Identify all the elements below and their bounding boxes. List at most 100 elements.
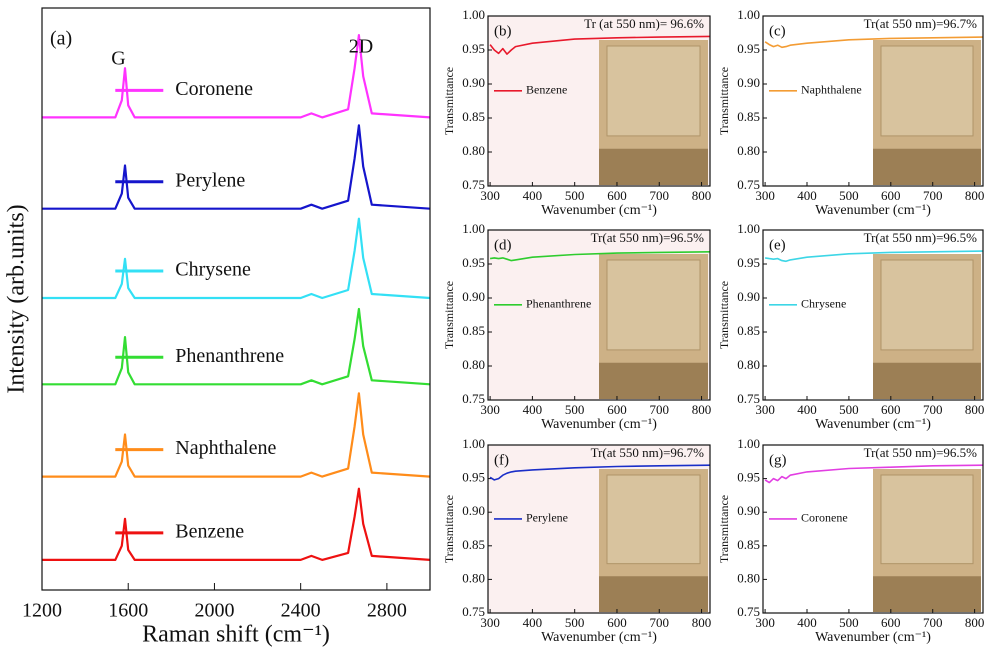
x-axis-label: Wavenumber (cm⁻¹) — [541, 630, 657, 645]
y-tick-label: 0.75 — [737, 391, 760, 406]
x-tick-label: 600 — [607, 188, 627, 203]
legend-label: Phenanthrene — [526, 297, 591, 311]
y-axis-label: Intensity (arb.units) — [4, 204, 30, 393]
x-axis-label: Wavenumber (cm⁻¹) — [815, 203, 931, 218]
legend-label: Naphthalene — [175, 437, 276, 459]
annotation: G — [111, 48, 125, 70]
series-line — [42, 393, 430, 476]
x-tick-label: 400 — [797, 188, 817, 203]
photo-film — [881, 46, 973, 136]
y-tick-label: 0.85 — [462, 109, 485, 124]
x-tick-label: 800 — [692, 402, 712, 417]
y-tick-label: 1.00 — [462, 221, 485, 236]
photo-film — [607, 46, 700, 136]
x-tick-label: 400 — [523, 615, 543, 630]
y-tick-label: 0.75 — [462, 391, 485, 406]
y-tick-label: 0.95 — [462, 470, 485, 485]
y-tick-label: 0.80 — [737, 357, 760, 372]
y-tick-label: 0.85 — [737, 323, 760, 338]
panel-label: (a) — [50, 28, 72, 50]
x-tick-label: 600 — [881, 615, 901, 630]
x-tick-label: 600 — [881, 402, 901, 417]
y-tick-label: 0.80 — [462, 357, 485, 372]
y-tick-label: 0.90 — [462, 289, 485, 304]
annotation: Tr (at 550 nm)= 96.6% — [584, 16, 704, 31]
legend-label: Coronene — [801, 511, 848, 525]
y-tick-label: 0.85 — [737, 537, 760, 552]
x-tick-label: 500 — [839, 402, 859, 417]
y-tick-label: 0.80 — [462, 143, 485, 158]
y-tick-label: 0.95 — [737, 255, 760, 270]
legend-label: Naphthalene — [801, 83, 862, 97]
y-tick-label: 1.00 — [737, 221, 760, 236]
x-tick-label: 500 — [565, 402, 585, 417]
y-axis-label: Transmittance — [442, 495, 456, 563]
y-axis-label: Transmittance — [442, 67, 456, 135]
x-tick-label: 600 — [607, 402, 627, 417]
y-tick-label: 0.80 — [462, 570, 485, 585]
y-tick-label: 0.75 — [462, 604, 485, 619]
panel-label: (e) — [769, 237, 786, 253]
legend-label: Chrysene — [175, 259, 251, 281]
panel-label: (f) — [494, 452, 509, 468]
y-tick-label: 1.00 — [737, 7, 760, 22]
annotation: Tr(at 550 nm)=96.7% — [864, 16, 978, 31]
photo-ruler — [873, 149, 981, 185]
x-tick-label: 700 — [923, 615, 943, 630]
annotation: Tr(at 550 nm)=96.5% — [864, 230, 978, 245]
photo-film — [881, 260, 973, 350]
legend-label: Benzene — [526, 83, 567, 97]
y-tick-label: 0.85 — [737, 109, 760, 124]
x-axis-label: Wavenumber (cm⁻¹) — [815, 417, 931, 432]
x-tick-label: 800 — [965, 402, 985, 417]
x-tick-label: 800 — [965, 188, 985, 203]
annotation: Tr(at 550 nm)=96.7% — [591, 445, 705, 460]
panel-label: (d) — [494, 237, 512, 253]
x-tick-label: 800 — [965, 615, 985, 630]
x-tick-label: 400 — [797, 615, 817, 630]
annotation: 2D — [349, 36, 373, 58]
y-tick-label: 0.80 — [737, 143, 760, 158]
legend-label: Perylene — [526, 511, 568, 525]
x-tick-label: 1600 — [108, 600, 148, 622]
y-tick-label: 0.90 — [737, 289, 760, 304]
y-tick-label: 0.90 — [737, 503, 760, 518]
x-axis-label: Raman shift (cm⁻¹) — [142, 622, 330, 648]
y-tick-label: 0.95 — [737, 41, 760, 56]
y-tick-label: 0.85 — [462, 323, 485, 338]
photo-film — [607, 260, 700, 350]
y-tick-label: 1.00 — [737, 436, 760, 451]
figure: 12001600200024002800CoronenePeryleneChry… — [0, 0, 989, 648]
photo-ruler — [599, 576, 708, 612]
x-tick-label: 700 — [650, 402, 670, 417]
x-tick-label: 800 — [692, 188, 712, 203]
x-tick-label: 400 — [797, 402, 817, 417]
x-tick-label: 700 — [923, 188, 943, 203]
y-axis-label: Transmittance — [717, 495, 731, 563]
panel-label: (g) — [769, 452, 787, 468]
y-tick-label: 0.75 — [462, 177, 485, 192]
y-tick-label: 0.80 — [737, 570, 760, 585]
x-tick-label: 600 — [607, 615, 627, 630]
y-tick-label: 0.75 — [737, 177, 760, 192]
series-line — [42, 125, 430, 208]
photo-ruler — [873, 576, 981, 612]
x-tick-label: 2400 — [281, 600, 321, 622]
y-tick-label: 0.90 — [737, 75, 760, 90]
x-tick-label: 700 — [923, 402, 943, 417]
y-tick-label: 0.90 — [462, 75, 485, 90]
x-tick-label: 400 — [523, 188, 543, 203]
photo-ruler — [873, 363, 981, 399]
x-axis-label: Wavenumber (cm⁻¹) — [541, 203, 657, 218]
legend-label: Benzene — [175, 520, 244, 542]
photo-film — [881, 475, 973, 564]
photo-ruler — [599, 149, 708, 185]
legend-label: Phenanthrene — [175, 345, 284, 367]
y-tick-label: 0.95 — [462, 255, 485, 270]
x-tick-label: 400 — [523, 402, 543, 417]
x-axis-label: Wavenumber (cm⁻¹) — [541, 417, 657, 432]
legend-label: Chrysene — [801, 297, 846, 311]
x-tick-label: 600 — [881, 188, 901, 203]
y-tick-label: 0.95 — [737, 470, 760, 485]
x-tick-label: 700 — [650, 188, 670, 203]
